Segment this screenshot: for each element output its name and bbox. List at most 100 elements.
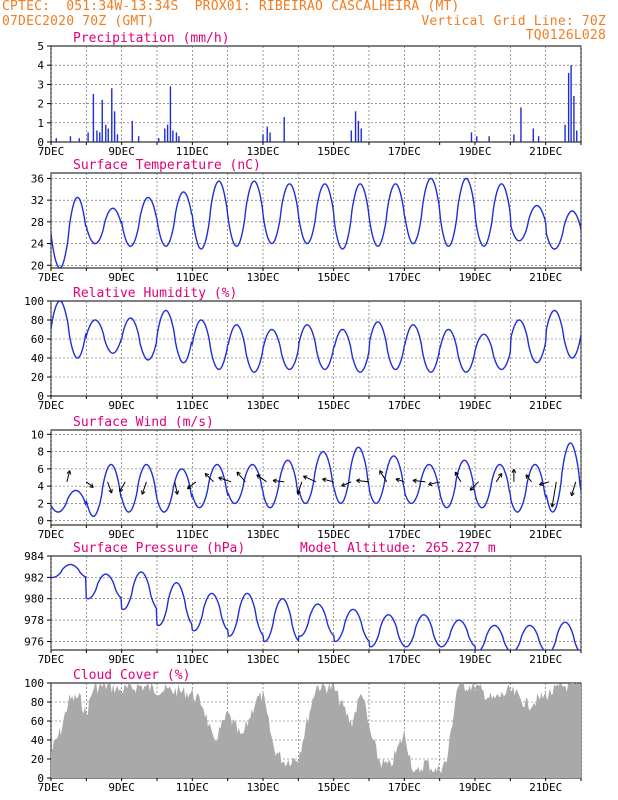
wind-vector-shaft bbox=[303, 475, 317, 483]
series-line bbox=[51, 442, 581, 518]
x-tick-label: 11DEC bbox=[176, 653, 209, 666]
x-tick-label: 17DEC bbox=[388, 653, 421, 666]
wind-vector-shaft bbox=[187, 481, 197, 490]
x-tick-label: 17DEC bbox=[388, 399, 421, 412]
precipitation-bar bbox=[513, 134, 515, 142]
panel-4: 0 2 4 6 8 10 7DEC 9DEC 11DEC 13DEC 15DEC 17DEC 19DEC… bbox=[31, 415, 582, 541]
panel-frame bbox=[50, 429, 582, 526]
y-tick-label: 984 bbox=[24, 550, 44, 563]
plot-area bbox=[55, 65, 578, 142]
x-tick-label: 13DEC bbox=[246, 271, 279, 284]
y-tick-label: 6 bbox=[37, 463, 44, 476]
wind-vector-shaft bbox=[107, 481, 113, 494]
x-tick-label: 19DEC bbox=[458, 653, 491, 666]
wind-vector-shaft bbox=[141, 481, 147, 495]
wind-vector bbox=[511, 468, 517, 482]
x-tick-label: 13DEC bbox=[246, 145, 279, 158]
wind-vector-shaft bbox=[236, 471, 246, 483]
wind-vector-head bbox=[119, 487, 124, 493]
x-tick-label: 17DEC bbox=[388, 528, 421, 541]
wind-vector bbox=[428, 481, 440, 487]
x-tick-label: 9DEC bbox=[108, 653, 135, 666]
wind-vector bbox=[107, 481, 113, 494]
precipitation-bar bbox=[96, 130, 98, 142]
y-tick-label: 80 bbox=[31, 314, 44, 327]
wind-vector-head bbox=[218, 476, 223, 481]
x-tick-label: 15DEC bbox=[317, 528, 350, 541]
wind-vector-shaft bbox=[412, 479, 426, 483]
x-tick-label: 7DEC bbox=[38, 145, 65, 158]
wind-vector-head bbox=[412, 478, 417, 484]
x-tick-label: 15DEC bbox=[317, 399, 350, 412]
precipitation-bar bbox=[175, 132, 178, 142]
wind-vector-head bbox=[341, 482, 346, 487]
wind-vector bbox=[204, 472, 214, 483]
precipitation-bar bbox=[567, 72, 570, 142]
precipitation-bar bbox=[164, 128, 166, 142]
precipitation-bar bbox=[105, 124, 107, 142]
precipitation-bar bbox=[69, 136, 72, 142]
y-tick-label: 0 bbox=[37, 772, 44, 785]
x-tick-label: 7DEC bbox=[38, 528, 65, 541]
x-tick-label: 9DEC bbox=[108, 399, 135, 412]
precipitation-bar bbox=[107, 128, 109, 142]
y-tick-label: 4 bbox=[37, 59, 44, 72]
y-tick-label: 20 bbox=[31, 371, 44, 384]
x-tick-label: 17DEC bbox=[388, 271, 421, 284]
wind-vector-shaft bbox=[204, 473, 214, 483]
precipitation-bar bbox=[55, 138, 58, 142]
precipitation-bar bbox=[111, 88, 113, 142]
wind-vector-head bbox=[296, 490, 301, 495]
wind-vector bbox=[341, 481, 352, 487]
panel-frame bbox=[50, 172, 582, 269]
y-tick-label: 36 bbox=[31, 172, 44, 185]
precipitation-bar bbox=[283, 117, 285, 142]
wind-vector bbox=[174, 481, 180, 495]
y-tick-label: 40 bbox=[31, 352, 44, 365]
x-tick-label: 19DEC bbox=[458, 145, 491, 158]
precipitation-bar bbox=[357, 120, 360, 142]
wind-vector bbox=[272, 478, 285, 484]
x-tick-label: 13DEC bbox=[246, 399, 279, 412]
plot-area bbox=[51, 683, 581, 778]
y-tick-label: 978 bbox=[24, 614, 44, 627]
y-tick-label: 40 bbox=[31, 734, 44, 747]
wind-vector-head bbox=[256, 474, 261, 479]
x-tick-label: 21DEC bbox=[529, 528, 562, 541]
wind-vector bbox=[525, 474, 532, 483]
y-tick-label: 2 bbox=[37, 497, 44, 510]
precipitation-bar bbox=[564, 124, 566, 142]
precipitation-bar bbox=[101, 99, 103, 142]
y-tick-label: 5 bbox=[37, 40, 44, 53]
wind-vector bbox=[187, 481, 197, 490]
y-tick-label: 0 bbox=[37, 390, 44, 403]
plot-area bbox=[51, 442, 581, 518]
wind-vector-head bbox=[498, 472, 503, 478]
wind-vector bbox=[66, 470, 72, 482]
wind-vector bbox=[218, 476, 232, 483]
y-tick-label: 1 bbox=[37, 117, 44, 130]
x-tick-label: 21DEC bbox=[529, 271, 562, 284]
y-tick-label: 60 bbox=[31, 715, 44, 728]
x-tick-label: 9DEC bbox=[108, 528, 135, 541]
header-model-id: TQ0126L028 bbox=[525, 28, 606, 43]
panel-title: Surface Temperature (nC) bbox=[73, 158, 261, 173]
wind-vector-shaft bbox=[571, 481, 577, 496]
x-tick-label: 7DEC bbox=[38, 781, 65, 794]
series-line bbox=[51, 177, 581, 268]
wind-vector-head bbox=[187, 484, 192, 490]
precipitation-bar bbox=[570, 65, 572, 142]
wind-vector-head bbox=[539, 481, 544, 486]
y-tick-label: 32 bbox=[31, 194, 44, 207]
precipitation-bar bbox=[576, 130, 578, 142]
wind-vector bbox=[454, 471, 462, 483]
wind-vector-head bbox=[550, 503, 555, 508]
panel-1: 0 1 2 3 4 5 7DEC 9DEC 11DEC 13DEC 15DEC 17DEC 19DEC 2… bbox=[37, 31, 582, 158]
x-tick-label: 19DEC bbox=[458, 781, 491, 794]
wind-vector-head bbox=[272, 478, 277, 484]
precipitation-bar bbox=[520, 107, 522, 142]
wind-vector-shaft bbox=[272, 479, 285, 483]
wind-vector-head bbox=[174, 490, 180, 495]
wind-vector-shaft bbox=[322, 478, 334, 483]
wind-vector-shaft bbox=[356, 479, 370, 483]
